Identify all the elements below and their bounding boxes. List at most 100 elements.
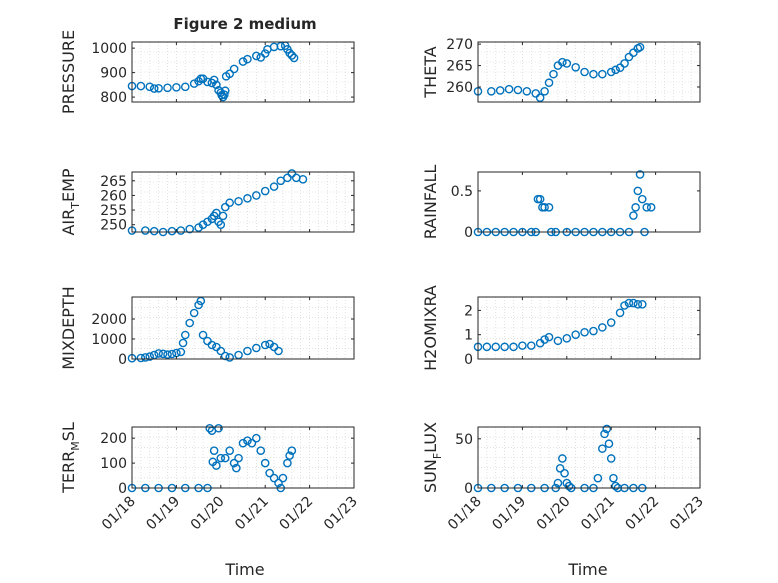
- y-tick-label-1-2: 270: [446, 37, 473, 53]
- axes-box: [131, 296, 355, 360]
- x-tick-label-7-4: 01/22: [623, 494, 663, 534]
- data-point-2-14: [216, 220, 226, 229]
- data-point-6-21: [247, 438, 257, 448]
- data-point-3-30: [646, 203, 656, 212]
- x-axis-label-right: Time: [567, 560, 607, 579]
- data-point-4-1: [136, 353, 146, 363]
- data-point-0-35: [285, 48, 294, 58]
- y-axis-label-0: PRESSURE: [59, 30, 78, 114]
- y-tick-label-7-1: 50: [455, 432, 473, 448]
- data-point-6-24: [260, 458, 270, 468]
- data-point-7-19: [602, 424, 612, 434]
- data-point-3-25: [633, 186, 643, 196]
- y-tick-label-6-1: 100: [100, 456, 127, 472]
- data-point-2-2: [149, 226, 159, 236]
- panel-3: 0 0.5 RAINFALL: [421, 165, 701, 241]
- data-point-7-17: [598, 444, 607, 453]
- data-point-2-4: [167, 226, 177, 236]
- data-point-6-20: [243, 436, 252, 445]
- data-point-4-5: [154, 349, 163, 358]
- panel-0: 800 900 1000 PRESSURE: [59, 30, 355, 114]
- y-tick-label-0-0: 800: [100, 90, 127, 106]
- data-point-0-36: [287, 51, 297, 60]
- data-point-5-15: [598, 323, 607, 332]
- data-point-2-27: [298, 175, 308, 184]
- data-point-2-21: [260, 186, 270, 196]
- y-tick-label-5-2: 2: [464, 303, 473, 319]
- x-tick-label-6-4: 01/22: [277, 494, 317, 534]
- data-point-4-17: [198, 330, 208, 340]
- data-point-6-30: [283, 458, 292, 468]
- panel-4: 0 1000 2000 MIXDEPTH: [59, 286, 355, 370]
- x-tick-label-6-1: 01/19: [143, 494, 183, 534]
- data-point-4-30: [274, 346, 283, 356]
- data-point-1-6: [531, 89, 541, 98]
- data-point-0-2: [145, 82, 155, 92]
- data-point-3-11: [540, 203, 549, 212]
- y-tick-label-6-0: 0: [118, 481, 127, 497]
- data-point-5-6: [526, 341, 536, 350]
- data-point-3-24: [631, 203, 640, 212]
- data-point-7-7: [553, 478, 563, 488]
- y-tick-label-6-2: 200: [100, 431, 127, 447]
- data-point-0-20: [220, 90, 229, 99]
- data-point-7-18: [600, 429, 609, 439]
- data-point-4-6: [158, 349, 168, 359]
- data-point-4-7: [163, 350, 172, 359]
- data-point-5-12: [571, 330, 580, 339]
- x-axis-label-left: Time: [224, 560, 264, 579]
- data-point-4-10: [176, 347, 186, 357]
- data-point-7-12: [564, 481, 574, 491]
- x-tick-label-7-5: 01/23: [667, 494, 707, 534]
- data-point-5-10: [553, 336, 563, 346]
- data-point-0-14: [209, 75, 219, 85]
- data-point-6-19: [238, 438, 248, 448]
- y-tick-label-2-3: 265: [100, 174, 127, 190]
- data-point-1-17: [598, 69, 607, 79]
- data-point-6-10: [209, 446, 219, 455]
- y-tick-label-3-1: 0.5: [451, 184, 473, 200]
- y-tick-label-4-1: 1000: [91, 332, 127, 348]
- data-point-6-17: [232, 463, 241, 473]
- data-point-3-26: [635, 170, 645, 179]
- figure-title: Figure 2 medium: [173, 15, 316, 33]
- data-point-6-26: [269, 473, 279, 483]
- data-point-6-7: [205, 423, 214, 433]
- data-point-1-18: [606, 67, 616, 77]
- y-axis-label-7: SUNFLUX: [421, 422, 444, 493]
- data-point-6-32: [287, 446, 297, 455]
- x-tick-label-6-3: 01/21: [232, 494, 272, 534]
- data-point-4-25: [243, 346, 252, 356]
- data-point-0-32: [276, 41, 286, 51]
- axes-box: [477, 41, 701, 103]
- data-point-2-6: [185, 224, 195, 234]
- data-point-0-15: [212, 80, 221, 90]
- data-point-0-5: [163, 83, 172, 93]
- data-point-2-17: [225, 198, 234, 208]
- y-tick-label-2-0: 250: [100, 218, 127, 234]
- data-point-1-5: [522, 86, 532, 96]
- data-point-0-1: [136, 81, 146, 91]
- data-point-0-8: [189, 79, 199, 88]
- data-point-0-9: [194, 76, 203, 86]
- data-point-0-3: [149, 84, 159, 93]
- data-point-1-22: [624, 52, 634, 62]
- data-point-5-21: [633, 299, 643, 309]
- data-point-1-13: [562, 59, 572, 68]
- data-point-2-1: [141, 226, 150, 235]
- data-point-0-25: [238, 57, 248, 66]
- data-point-0-27: [252, 51, 261, 61]
- data-point-7-10: [560, 468, 569, 478]
- data-point-0-29: [260, 49, 270, 58]
- data-point-3-23: [629, 211, 638, 220]
- axes-box: [477, 296, 701, 360]
- data-point-2-19: [243, 194, 252, 203]
- plot-area: [478, 172, 700, 232]
- data-point-1-15: [580, 67, 589, 77]
- x-tick-label-6-5: 01/23: [321, 494, 361, 534]
- y-tick-label-4-0: 0: [118, 352, 127, 368]
- y-axis-label-5: H2OMIXRA: [421, 285, 440, 371]
- data-point-1-10: [549, 69, 558, 79]
